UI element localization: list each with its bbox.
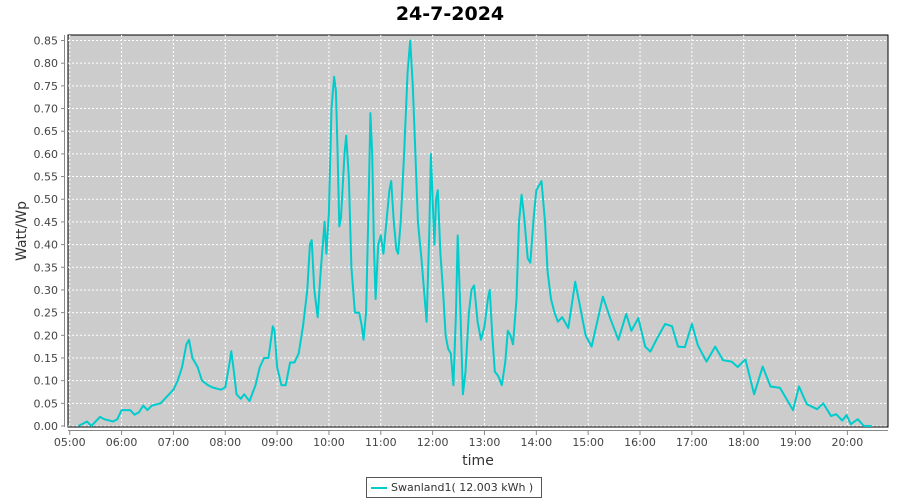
x-tick-label: 19:00 [780,436,812,449]
y-axis-label: Watt/Wp [14,201,30,261]
x-tick-label: 12:00 [417,436,449,449]
x-tick-label: 17:00 [676,436,708,449]
chart-title: 24-7-2024 [395,3,505,25]
y-tick-label: 0.45 [34,216,59,229]
series-line-swanland1 [77,39,872,427]
y-tick-label: 0.40 [34,239,59,252]
legend-label: Swanland1( 12.003 kWh ) [391,481,534,494]
x-tick-label: 14:00 [520,436,552,449]
y-tick-label: 0.55 [34,171,59,184]
y-tick-label: 0.60 [34,148,59,161]
y-tick-label: 0.70 [34,103,59,116]
x-tick-label: 05:00 [54,436,86,449]
x-tick-label: 20:00 [832,436,864,449]
x-tick-label: 13:00 [469,436,501,449]
x-tick-label: 06:00 [106,436,138,449]
x-axis-label: time [462,453,494,469]
y-tick-label: 0.20 [34,329,59,342]
y-tick-label: 0.15 [34,352,59,365]
y-tick-label: 0.30 [34,284,59,297]
x-tick-label: 08:00 [209,436,241,449]
x-tick-label: 11:00 [365,436,397,449]
y-tick-label: 0.80 [34,57,59,70]
y-tick-label: 0.25 [34,307,59,320]
y-tick-label: 0.10 [34,375,59,388]
grid [68,35,888,427]
x-tick-label: 16:00 [624,436,656,449]
y-tick-label: 0.00 [34,420,59,433]
y-tick-label: 0.85 [34,35,59,48]
x-tick-label: 15:00 [572,436,604,449]
x-tick-label: 07:00 [158,436,190,449]
plot-area [67,34,889,428]
x-tick-label: 09:00 [261,436,293,449]
y-tick-label: 0.75 [34,80,59,93]
y-tick-label: 0.50 [34,193,59,206]
legend: Swanland1( 12.003 kWh ) [366,477,543,498]
x-tick-label: 18:00 [728,436,760,449]
y-tick-label: 0.35 [34,261,59,274]
y-tick-label: 0.05 [34,397,59,410]
legend-swatch [371,486,387,489]
y-tick-label: 0.65 [34,125,59,138]
x-tick-label: 10:00 [313,436,345,449]
